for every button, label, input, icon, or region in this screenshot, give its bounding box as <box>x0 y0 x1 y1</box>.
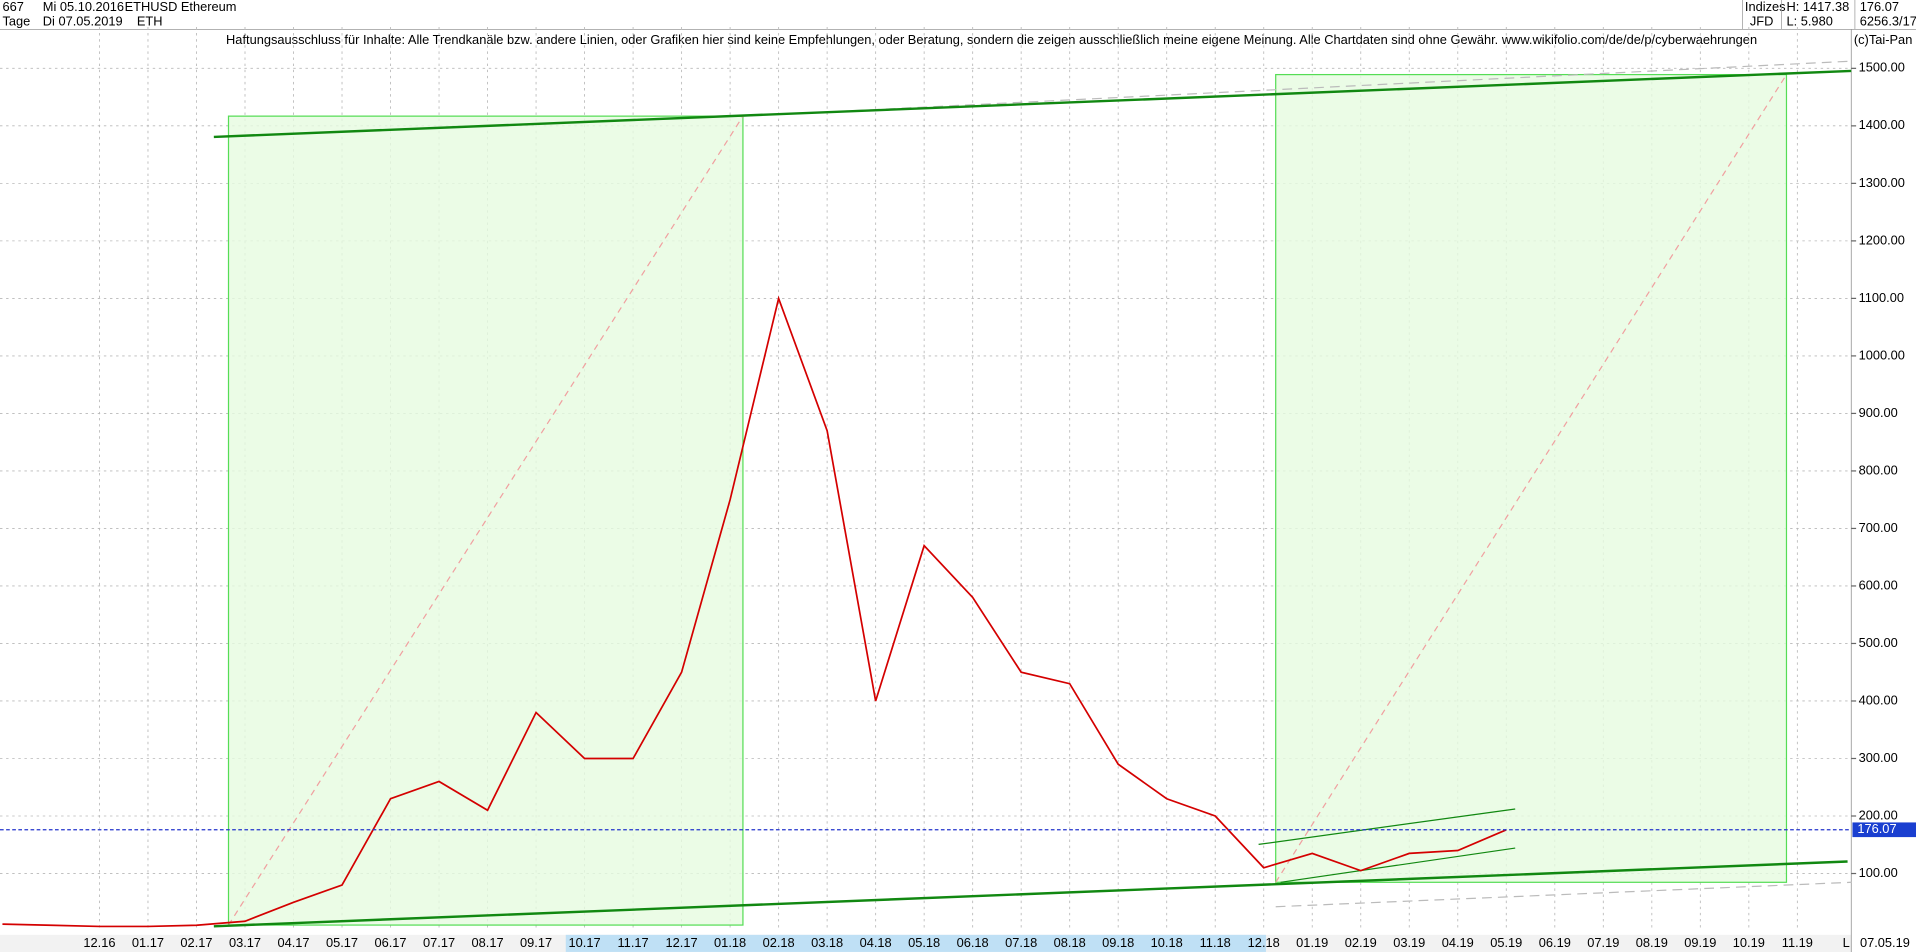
x-tick-label: 10.18 <box>1151 935 1183 950</box>
x-tick-label: 03.17 <box>229 935 261 950</box>
x-tick-label: 01.18 <box>714 935 746 950</box>
end-date: Di 07.05.2019 <box>43 13 123 28</box>
y-tick-label: 1500.00 <box>1859 60 1905 75</box>
extension-line <box>742 60 1852 117</box>
instrument-name: Ethereum <box>181 0 237 14</box>
y-tick-label: 900.00 <box>1859 405 1898 420</box>
short-symbol: ETH <box>137 13 163 28</box>
y-tick-label: 1000.00 <box>1859 347 1905 362</box>
channel-line <box>1280 847 1516 883</box>
x-tick-label: 09.17 <box>520 935 552 950</box>
x-tick-label: 11.18 <box>1200 935 1231 950</box>
y-tick-label: 700.00 <box>1859 520 1898 535</box>
x-tick-label: 01.17 <box>132 935 164 950</box>
y-tick-label: 400.00 <box>1859 692 1898 707</box>
low: L: 5.980 <box>1786 13 1832 28</box>
y-tick-label: 500.00 <box>1859 635 1898 650</box>
diagonal <box>227 115 744 926</box>
x-tick-label: 03.18 <box>811 935 843 950</box>
channel-line <box>1258 808 1516 846</box>
last-price-label: 176.07 <box>1857 821 1896 836</box>
y-tick-label: 1300.00 <box>1859 175 1905 190</box>
x-tick-label: 04.17 <box>277 935 309 950</box>
x-tick-label: 01.19 <box>1296 935 1328 950</box>
y-tick-label: 300.00 <box>1859 750 1898 765</box>
x-tick-label: 12.18 <box>1248 935 1280 950</box>
broker: JFD <box>1750 13 1774 28</box>
x-tick-label: 07.19 <box>1587 935 1619 950</box>
x-tick-label: 08.18 <box>1054 935 1086 950</box>
trend-line <box>213 860 1848 928</box>
trend-line <box>213 69 1852 139</box>
x-tick-label: 12.17 <box>666 935 698 950</box>
start-date: Mi 05.10.2016 <box>43 0 124 14</box>
price-line <box>2 295 1507 928</box>
x-tick-label: 09.18 <box>1102 935 1134 950</box>
last-price-box <box>1852 822 1916 838</box>
count: 667 <box>2 0 23 14</box>
copyright: (c)Tai-Pan <box>1854 32 1912 47</box>
x-tick-label: 02.19 <box>1345 935 1377 950</box>
x-tick-label: 02.17 <box>180 935 212 950</box>
x-tick-label: 06.19 <box>1539 935 1571 950</box>
x-tick-label: 08.17 <box>471 935 503 950</box>
x-tick-label: 11.19 <box>1782 935 1813 950</box>
y-tick-label: 600.00 <box>1859 577 1898 592</box>
y-tick-label: 200.00 <box>1859 807 1898 822</box>
high: H: 1417.38 <box>1786 0 1849 14</box>
group: Indizes <box>1745 0 1786 14</box>
volume: 6256.3/17 <box>1860 13 1916 28</box>
x-tick-label: 08.19 <box>1636 935 1668 950</box>
x-tick-label: 05.19 <box>1490 935 1522 950</box>
x-tick-label: 10.19 <box>1733 935 1765 950</box>
symbol: ETHUSD <box>125 0 178 14</box>
y-tick-label: 800.00 <box>1859 462 1898 477</box>
x-tick-label: 12.16 <box>83 935 115 950</box>
x-tick-label: 11.17 <box>618 935 649 950</box>
x-tick-label: 07.17 <box>423 935 455 950</box>
last-date: 07.05.19 <box>1860 935 1910 950</box>
x-tick-label: 04.19 <box>1442 935 1474 950</box>
x-tick-label: 02.18 <box>763 935 795 950</box>
x-tick-label: 03.19 <box>1393 935 1425 950</box>
x-tick-label: 06.17 <box>374 935 406 950</box>
x-tick-label: 05.18 <box>908 935 940 950</box>
scale-mode[interactable]: L <box>1843 935 1850 950</box>
y-tick-label: 100.00 <box>1859 865 1898 880</box>
extension-line <box>1275 881 1852 908</box>
x-tick-label: 10.17 <box>569 935 601 950</box>
y-tick-label: 1400.00 <box>1859 117 1905 132</box>
x-tick-label: 07.18 <box>1005 935 1037 950</box>
last-price: 176.07 <box>1860 0 1899 14</box>
x-tick-label: 09.19 <box>1684 935 1716 950</box>
year-highlight <box>565 934 1266 952</box>
x-tick-label: 04.18 <box>860 935 892 950</box>
period[interactable]: Tage <box>2 13 30 28</box>
disclaimer: Haftungsausschluss für Inhalte: Alle Tre… <box>226 32 1757 47</box>
diagonal <box>1275 74 1787 883</box>
y-tick-label: 1200.00 <box>1859 232 1905 247</box>
y-tick-label: 1100.00 <box>1859 290 1904 305</box>
x-tick-label: 06.18 <box>957 935 989 950</box>
x-tick-label: 05.17 <box>326 935 358 950</box>
